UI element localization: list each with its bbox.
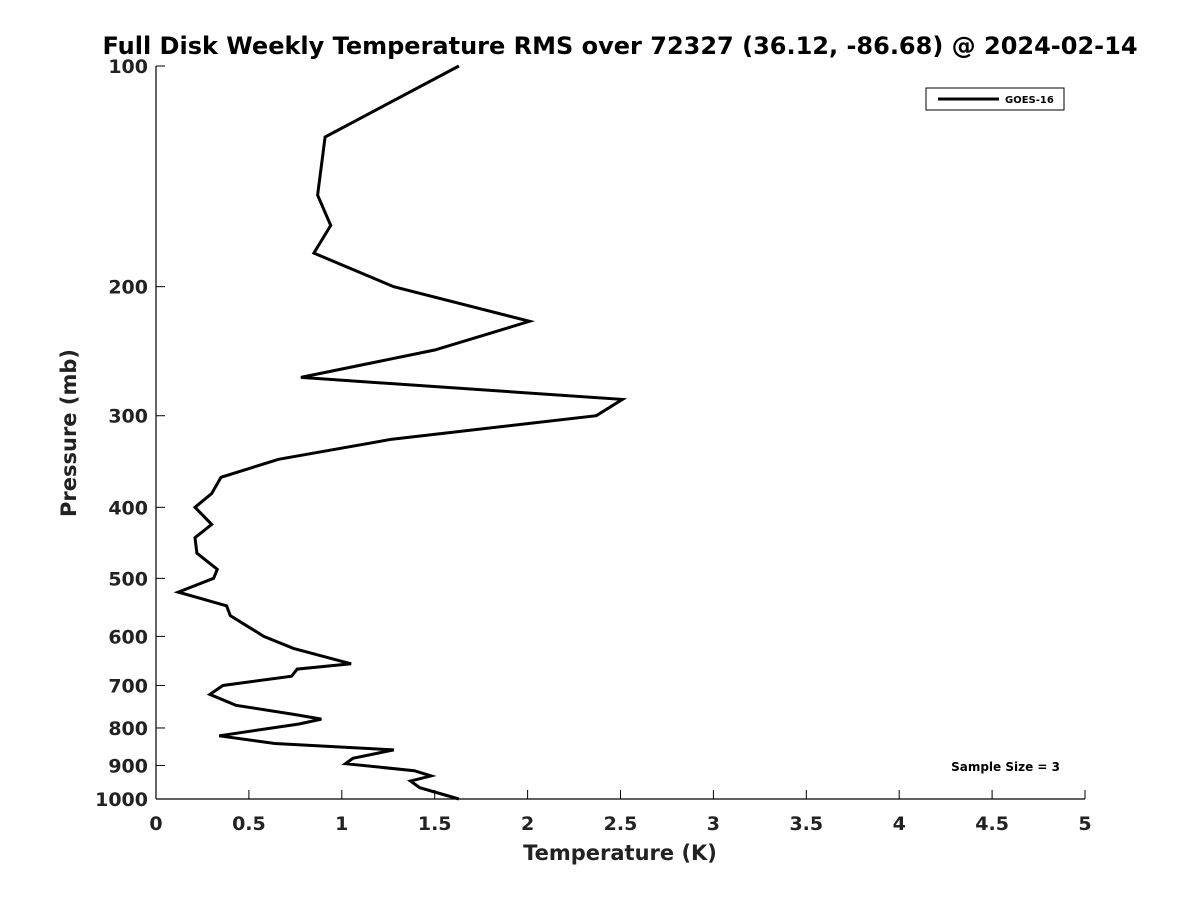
x-tick-label: 2 bbox=[521, 813, 534, 835]
series-line-goes-16 bbox=[173, 64, 628, 801]
x-tick-label: 3 bbox=[707, 813, 720, 835]
x-tick-label: 0.5 bbox=[232, 813, 266, 835]
y-tick-label: 1000 bbox=[95, 789, 148, 811]
series-layer bbox=[173, 64, 628, 801]
x-tick-label: 4 bbox=[893, 813, 906, 835]
legend-entry-goes-16: GOES-16 bbox=[1005, 95, 1054, 106]
y-tick-label: 800 bbox=[108, 718, 148, 740]
y-tick-label: 400 bbox=[108, 497, 148, 519]
y-tick-label: 200 bbox=[108, 277, 148, 299]
chart-title: Full Disk Weekly Temperature RMS over 72… bbox=[102, 32, 1137, 60]
x-tick-label: 5 bbox=[1078, 813, 1091, 835]
y-tick-label: 600 bbox=[108, 626, 148, 648]
x-tick-label: 1.5 bbox=[418, 813, 452, 835]
legend: GOES-16 bbox=[925, 87, 1065, 111]
plot-axes bbox=[155, 66, 1085, 800]
x-tick-label: 0 bbox=[149, 813, 162, 835]
x-tick-label: 4.5 bbox=[975, 813, 1009, 835]
y-tick-label: 300 bbox=[108, 406, 148, 428]
y-tick-label: 700 bbox=[108, 675, 148, 697]
x-axis-label: Temperature (K) bbox=[523, 841, 717, 865]
x-tick-label: 3.5 bbox=[789, 813, 823, 835]
y-axis: 100 200 300 400 500 600 700 800 900 1000 bbox=[95, 56, 165, 811]
y-axis-label: Pressure (mb) bbox=[57, 349, 81, 517]
x-tick-label: 1 bbox=[335, 813, 348, 835]
y-tick-label: 500 bbox=[108, 568, 148, 590]
sample-size-annotation: Sample Size = 3 bbox=[951, 760, 1060, 774]
y-tick-label: 100 bbox=[108, 56, 148, 78]
y-tick-label: 900 bbox=[108, 755, 148, 777]
x-tick-label: 2.5 bbox=[604, 813, 638, 835]
x-axis: 0 0.5 1 1.5 2 2.5 3 3.5 4 4.5 5 bbox=[149, 790, 1092, 835]
